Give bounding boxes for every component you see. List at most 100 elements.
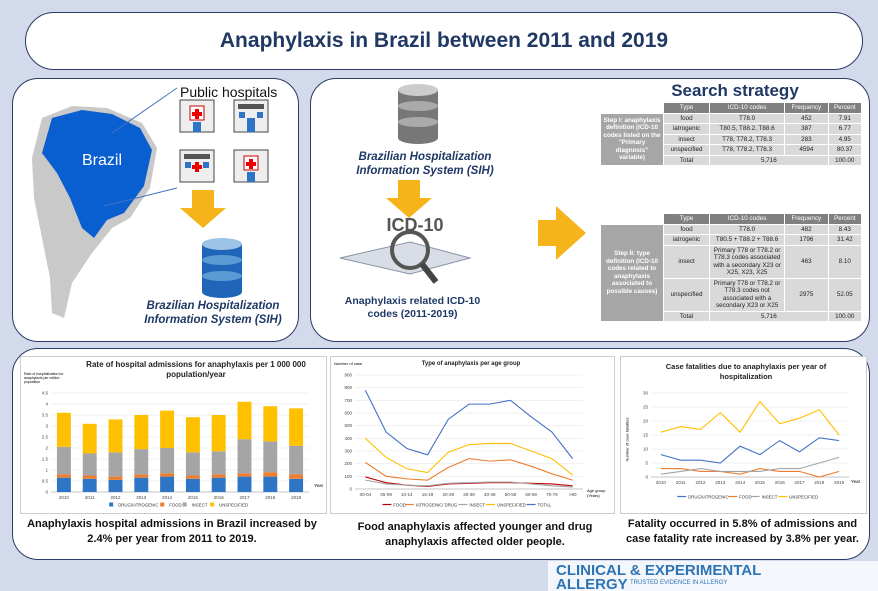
x-tick-label: 10-14 bbox=[401, 492, 413, 497]
x-tick-label: 40-49 bbox=[484, 492, 496, 497]
bar-segment bbox=[160, 476, 175, 492]
table-cell: 4594 bbox=[784, 144, 829, 156]
bar-segment bbox=[82, 475, 97, 479]
line bbox=[365, 458, 573, 481]
legend-label: TOTAL bbox=[538, 502, 552, 507]
legend-swatch bbox=[182, 502, 187, 507]
x-axis-label: Year bbox=[314, 483, 324, 488]
bar-segment bbox=[211, 474, 226, 478]
bar-segment bbox=[211, 451, 226, 475]
chart: 0 0.5 1 1.5 2 2.5 3 3.5 4 4.5 2010 2011 2012 2013 2014… bbox=[42, 391, 309, 507]
bar-segment bbox=[108, 452, 123, 477]
table-row: unspecified Primary T78 or T78.2 or T78.3… bbox=[601, 277, 863, 312]
y-tick-label: 0 bbox=[645, 475, 648, 480]
bar-segment bbox=[160, 448, 175, 474]
line bbox=[660, 437, 840, 464]
legend-swatch bbox=[109, 502, 114, 507]
x-tick-label: 2014 bbox=[735, 480, 746, 485]
bar-segment bbox=[56, 474, 71, 478]
x-tick-label: 2019 bbox=[834, 480, 845, 485]
legend-label: INSECT bbox=[762, 494, 778, 499]
code-sheet bbox=[339, 241, 472, 275]
x-tick-label: 2013 bbox=[136, 495, 147, 500]
hospitals-label: Public hospitals bbox=[180, 84, 278, 100]
y-tick-label: 20 bbox=[643, 419, 649, 424]
bar-segment bbox=[185, 478, 200, 492]
table-cell: T78.0 bbox=[709, 223, 786, 235]
table-cell: unspecified bbox=[662, 144, 711, 156]
logo bbox=[548, 561, 878, 591]
table-cell: T80.5, T88.2, T88.6 bbox=[709, 123, 786, 135]
bar-segment bbox=[237, 473, 252, 477]
header-cell: Percent bbox=[827, 213, 863, 225]
table-cell: 4.95 bbox=[827, 133, 863, 145]
x-tick-label: 30-39 bbox=[463, 492, 475, 497]
y-axis-label: Rate of hospitalization for anaphylaxis … bbox=[24, 372, 64, 385]
blank-cell bbox=[600, 102, 664, 114]
x-tick-label: 70-79 bbox=[546, 492, 558, 497]
total-row: Total 5,716 100.00 bbox=[601, 154, 863, 166]
x-tick-label: 00-04 bbox=[360, 492, 372, 497]
icd-icon-text: ICD-10 bbox=[386, 215, 444, 235]
y-tick-label: 600 bbox=[344, 411, 352, 416]
legend-swatch bbox=[160, 502, 165, 507]
chart-title: Rate of hospital admissions for anaphyla… bbox=[86, 360, 306, 379]
total-row: Total 5,716 100.00 bbox=[601, 310, 863, 322]
line bbox=[660, 468, 840, 478]
x-tick-label: 2019 bbox=[291, 495, 302, 500]
icd-caption: Anaphylaxis related ICD-10 codes (2011-2… bbox=[344, 295, 481, 320]
x-tick-label: 2012 bbox=[110, 495, 121, 500]
logo-line2: ALLERGY bbox=[556, 576, 628, 591]
search-title: Search strategy bbox=[671, 81, 799, 100]
legend-label: DRUG/IATROGENIC bbox=[688, 494, 728, 499]
bar-segment bbox=[82, 478, 97, 492]
header-cell: Type bbox=[662, 102, 711, 114]
bar-segment bbox=[263, 441, 278, 473]
table-cell: T80.5 + T88.2 + T88.6 bbox=[709, 234, 786, 246]
y-tick-label: 900 bbox=[344, 373, 352, 378]
table-cell: iatrogenic bbox=[662, 234, 711, 246]
logo-tagline: TRUSTED EVIDENCE IN ALLERGY bbox=[630, 580, 728, 586]
chart-title: Type of anaphylaxis per age group bbox=[421, 361, 521, 367]
hospitals bbox=[179, 99, 269, 183]
table-cell: unspecified bbox=[662, 277, 711, 312]
x-tick-label: 2015 bbox=[188, 495, 199, 500]
blank-cell bbox=[600, 213, 664, 225]
table-cell: 1796 bbox=[784, 234, 829, 246]
left-icons bbox=[32, 87, 269, 318]
table-cell: 100.00 bbox=[827, 154, 863, 166]
y-tick-label: 10 bbox=[643, 447, 649, 452]
step-cell: Step II: type definition (ICD-10 codes r… bbox=[600, 223, 664, 322]
strategy-table: Type ICD-10 codes Frequency Percent Step II:… bbox=[600, 213, 863, 322]
table-cell: 8.10 bbox=[827, 244, 863, 279]
y-tick-label: 3 bbox=[45, 424, 48, 429]
y-tick-label: 200 bbox=[344, 461, 352, 466]
table-cell: 31.42 bbox=[827, 234, 863, 246]
line bbox=[660, 456, 840, 475]
bar-segment bbox=[134, 449, 149, 475]
bar-segment bbox=[108, 419, 123, 453]
bar-segment bbox=[56, 412, 71, 447]
bar-segment bbox=[289, 474, 304, 479]
legend-swatch bbox=[210, 502, 215, 507]
bar-segment bbox=[289, 445, 304, 475]
brazil-shape bbox=[42, 110, 152, 238]
table-cell: T78.0 bbox=[709, 112, 786, 124]
y-tick-label: 0 bbox=[349, 487, 352, 492]
poster-title: Anaphylaxis in Brazil between 2011 and 2… bbox=[219, 29, 669, 52]
table-cell: 8.43 bbox=[827, 223, 863, 235]
y-tick-label: 0 bbox=[45, 490, 48, 495]
chart: 0 100 200 300 400 500 600 700 800 900 00-04 05-09 10… bbox=[344, 373, 583, 507]
table-cell: 80.37 bbox=[827, 144, 863, 156]
bar-segment bbox=[263, 472, 278, 477]
x-tick-label: 2010 bbox=[656, 480, 667, 485]
table-cell: 7.91 bbox=[827, 112, 863, 124]
line bbox=[660, 400, 840, 436]
table-cell: 52.05 bbox=[827, 277, 863, 312]
magnifier-handle bbox=[419, 262, 439, 284]
table-cell: 482 bbox=[784, 223, 829, 235]
legend-label: UNSPECIFIED bbox=[497, 502, 526, 507]
legend-label: DRUG/IATROGENIC bbox=[118, 502, 158, 507]
legend-label: INSECT bbox=[192, 502, 208, 507]
